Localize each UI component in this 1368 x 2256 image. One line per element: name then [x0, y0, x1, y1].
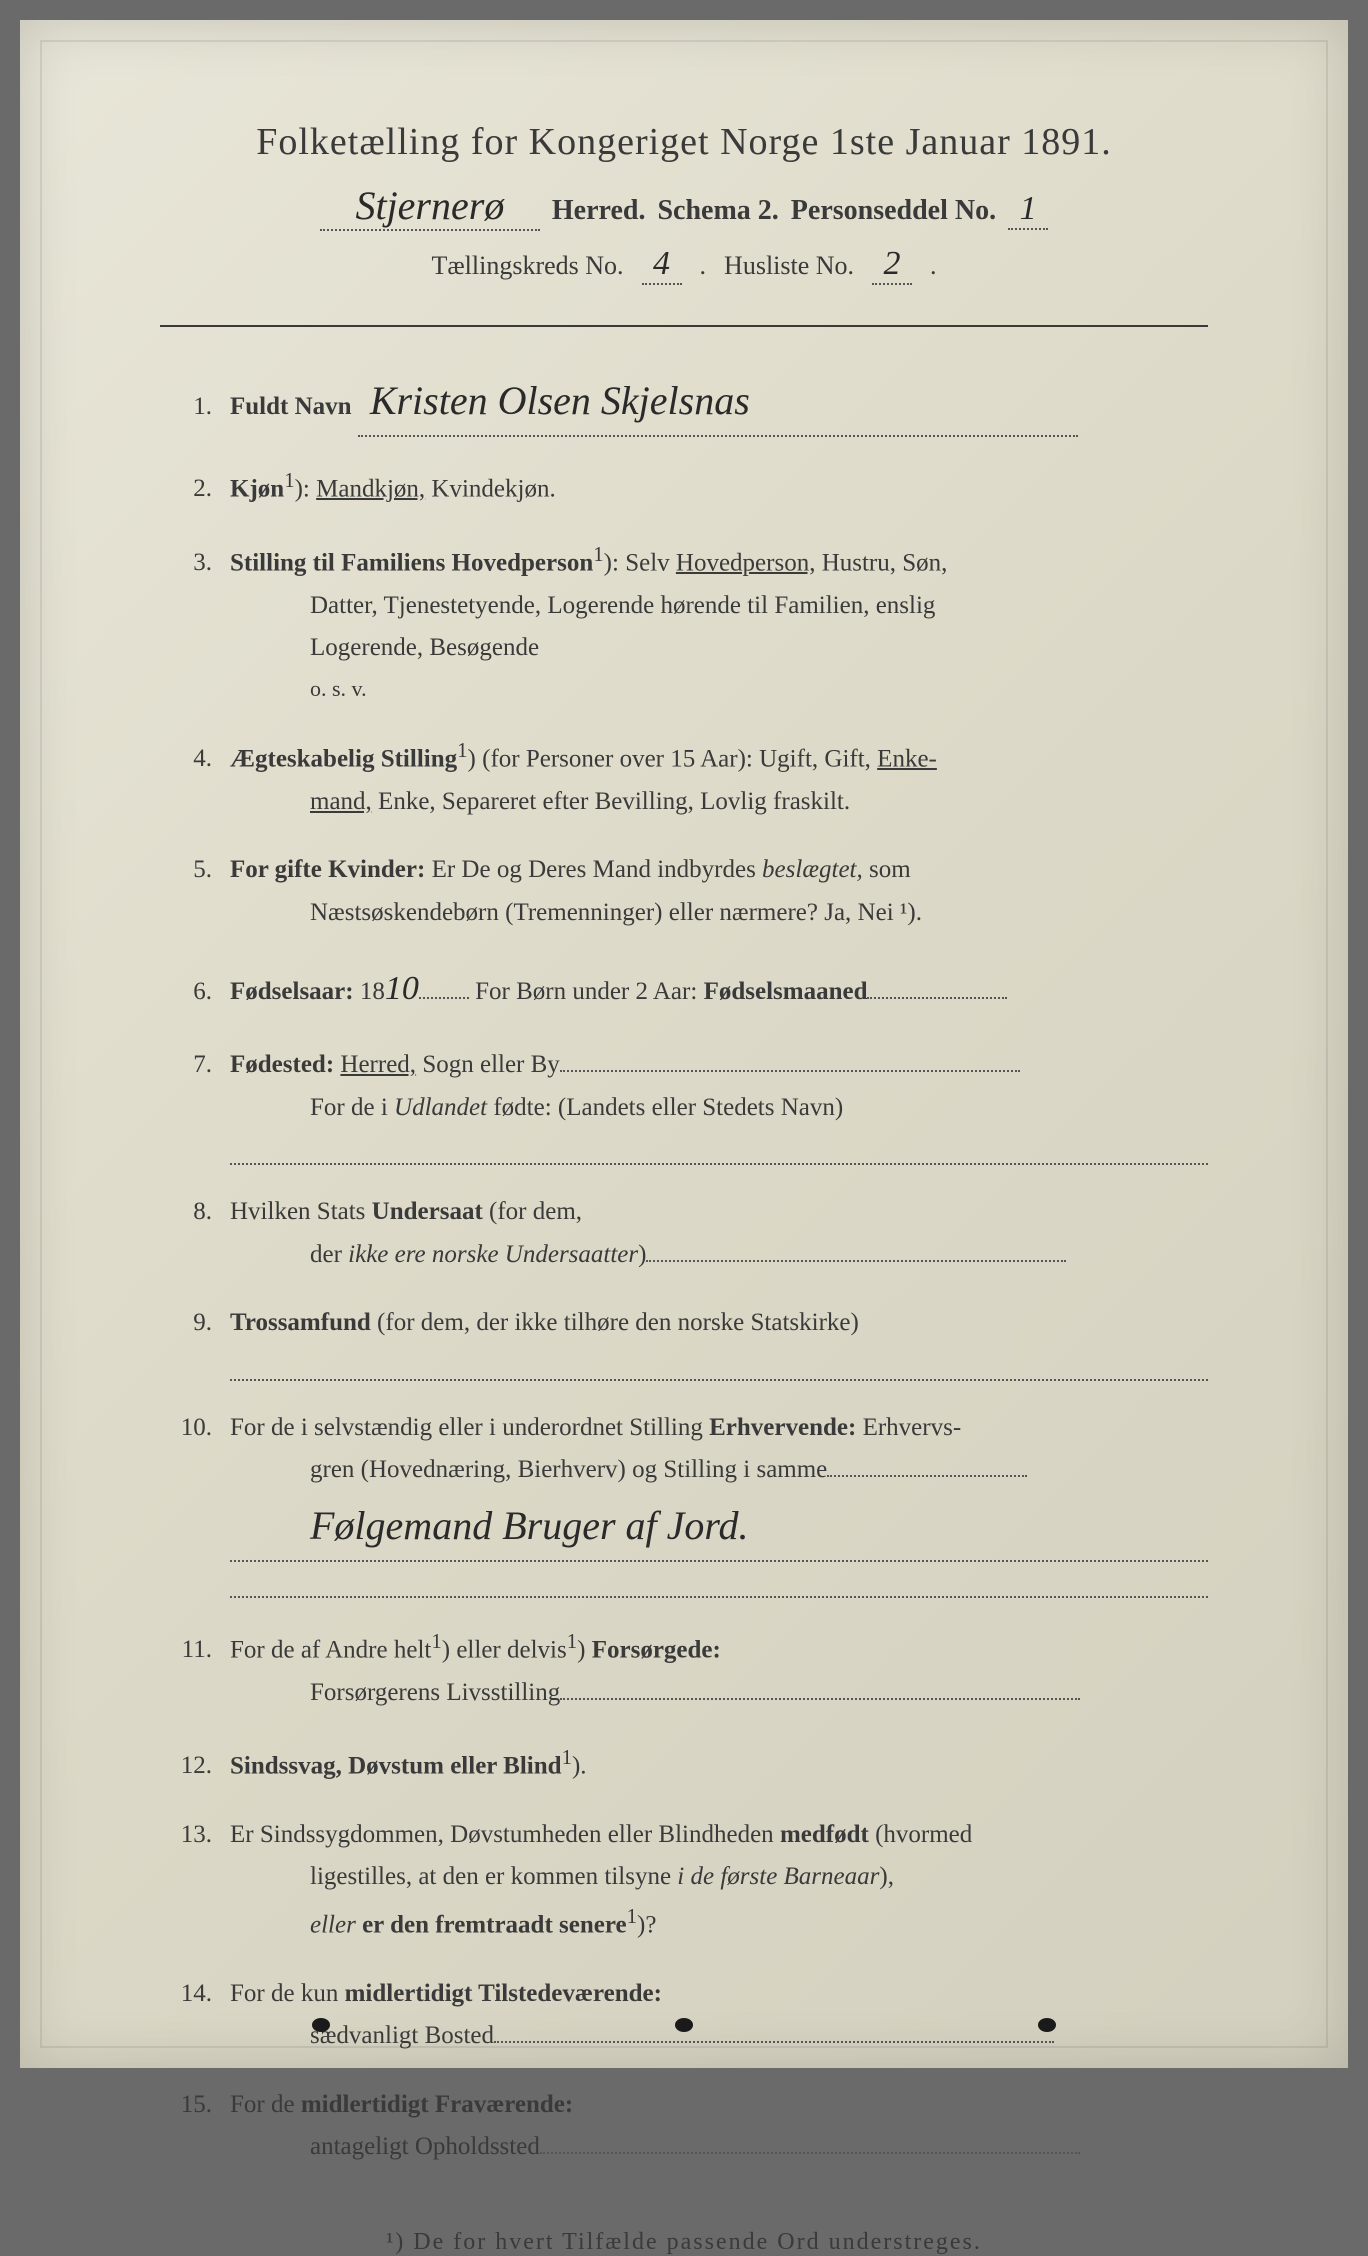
personseddel-no: 1: [1008, 190, 1048, 230]
row-14: 14. For de kun midlertidigt Tilstedevære…: [170, 1973, 1208, 2058]
row-11: 11. For de af Andre helt1) eller delvis1…: [170, 1624, 1208, 1714]
divider: [160, 325, 1208, 327]
row-9: 9. Trossamfund (for dem, der ikke tilhør…: [170, 1302, 1208, 1381]
row-15: 15. For de midlertidigt Fraværende: anta…: [170, 2084, 1208, 2169]
occupation-value: Følgemand Bruger af Jord.: [230, 1492, 1208, 1562]
taellingskreds-label: Tællingskreds No.: [431, 251, 623, 281]
row-2: 2. Kjøn1): Mandkjøn, Kvindekjøn.: [170, 463, 1208, 511]
row-10: 10. For de i selvstændig eller i underor…: [170, 1407, 1208, 1598]
footnote: ¹) De for hvert Tilfælde passende Ord un…: [160, 2229, 1208, 2256]
form-body: 1. Fuldt Navn Kristen Olsen Skjelsnas 2.…: [160, 367, 1208, 2169]
row-4: 4. Ægteskabelig Stilling1) (for Personer…: [170, 733, 1208, 823]
taellingskreds-no: 4: [642, 245, 682, 285]
herred-row: Stjernerø Herred. Schema 2. Personseddel…: [160, 182, 1208, 231]
row-3: 3. Stilling til Familiens Hovedperson1):…: [170, 537, 1208, 707]
binding-holes: [20, 2018, 1348, 2032]
husliste-label: Husliste No.: [724, 251, 854, 281]
row-7: 7. Fødested: Herred, Sogn eller By For d…: [170, 1044, 1208, 1165]
hole-icon: [1038, 2018, 1056, 2032]
hole-icon: [312, 2018, 330, 2032]
kreds-row: Tællingskreds No. 4 . Husliste No. 2 .: [160, 245, 1208, 285]
row-1: 1. Fuldt Navn Kristen Olsen Skjelsnas: [170, 367, 1208, 437]
row-13: 13. Er Sindssygdommen, Døvstumheden elle…: [170, 1814, 1208, 1947]
row-5: 5. For gifte Kvinder: Er De og Deres Man…: [170, 849, 1208, 934]
row-12: 12. Sindssvag, Døvstum eller Blind1).: [170, 1740, 1208, 1788]
herred-label: Herred.: [552, 195, 646, 227]
main-title: Folketælling for Kongeriget Norge 1ste J…: [160, 120, 1208, 164]
census-form-page: Folketælling for Kongeriget Norge 1ste J…: [20, 20, 1348, 2068]
husliste-no: 2: [872, 245, 912, 285]
row-8: 8. Hvilken Stats Undersaat (for dem, der…: [170, 1191, 1208, 1276]
schema-label: Schema 2.: [657, 195, 778, 227]
name-value: Kristen Olsen Skjelsnas: [358, 367, 1078, 437]
herred-value: Stjernerø: [320, 182, 540, 231]
hole-icon: [675, 2018, 693, 2032]
form-header: Folketælling for Kongeriget Norge 1ste J…: [160, 120, 1208, 285]
row-6: 6. Fødselsaar: 1810 For Børn under 2 Aar…: [170, 960, 1208, 1018]
personseddel-label: Personseddel No.: [791, 195, 996, 227]
